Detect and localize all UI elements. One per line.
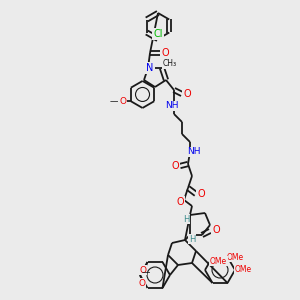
Text: O: O	[197, 189, 205, 199]
Text: —: —	[110, 97, 118, 106]
Text: O: O	[183, 89, 191, 99]
Text: O: O	[119, 97, 126, 106]
Text: O: O	[171, 161, 179, 171]
Text: O: O	[176, 197, 184, 207]
Text: OMe: OMe	[210, 256, 227, 266]
Text: O: O	[139, 266, 146, 274]
Text: N: N	[146, 63, 154, 73]
Text: NH: NH	[165, 101, 179, 110]
Text: OMe: OMe	[234, 266, 252, 274]
Text: O: O	[161, 48, 169, 58]
Text: H: H	[183, 214, 189, 224]
Text: O: O	[139, 278, 145, 287]
Text: Cl: Cl	[153, 29, 163, 39]
Text: H: H	[189, 235, 195, 244]
Text: —: —	[141, 268, 150, 278]
Text: OMe: OMe	[227, 253, 244, 262]
Text: CH₃: CH₃	[163, 59, 177, 68]
Text: O: O	[212, 225, 220, 235]
Text: NH: NH	[187, 148, 201, 157]
